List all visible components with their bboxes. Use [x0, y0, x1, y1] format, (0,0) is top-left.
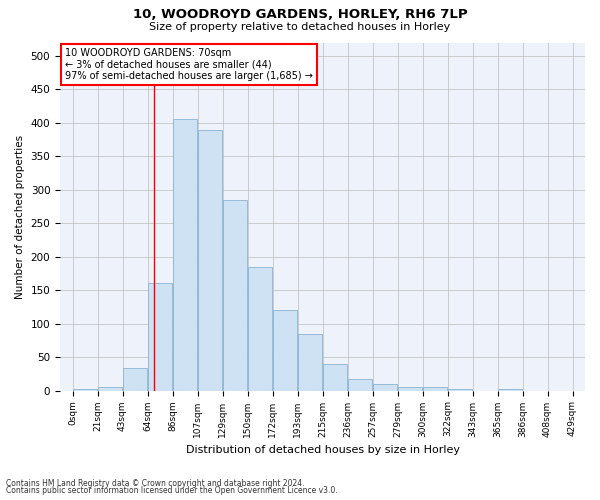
X-axis label: Distribution of detached houses by size in Horley: Distribution of detached houses by size …	[185, 445, 460, 455]
Bar	[197, 130, 223, 390]
Bar	[448, 389, 472, 390]
Bar	[298, 334, 322, 390]
Bar	[347, 378, 373, 390]
Bar	[148, 284, 172, 391]
Bar	[122, 368, 148, 390]
Text: Size of property relative to detached houses in Horley: Size of property relative to detached ho…	[149, 22, 451, 32]
Bar	[398, 387, 422, 390]
Text: Contains HM Land Registry data © Crown copyright and database right 2024.: Contains HM Land Registry data © Crown c…	[6, 478, 305, 488]
Text: 10, WOODROYD GARDENS, HORLEY, RH6 7LP: 10, WOODROYD GARDENS, HORLEY, RH6 7LP	[133, 8, 467, 20]
Y-axis label: Number of detached properties: Number of detached properties	[15, 134, 25, 298]
Bar	[272, 310, 298, 390]
Bar	[248, 266, 272, 390]
Bar	[497, 388, 523, 390]
Bar	[173, 120, 197, 390]
Bar	[422, 387, 448, 390]
Bar	[323, 364, 347, 390]
Bar	[73, 388, 97, 390]
Text: Contains public sector information licensed under the Open Government Licence v3: Contains public sector information licen…	[6, 486, 338, 495]
Bar	[98, 387, 122, 390]
Bar	[223, 200, 247, 390]
Bar	[373, 384, 397, 390]
Text: 10 WOODROYD GARDENS: 70sqm
← 3% of detached houses are smaller (44)
97% of semi-: 10 WOODROYD GARDENS: 70sqm ← 3% of detac…	[65, 48, 313, 81]
